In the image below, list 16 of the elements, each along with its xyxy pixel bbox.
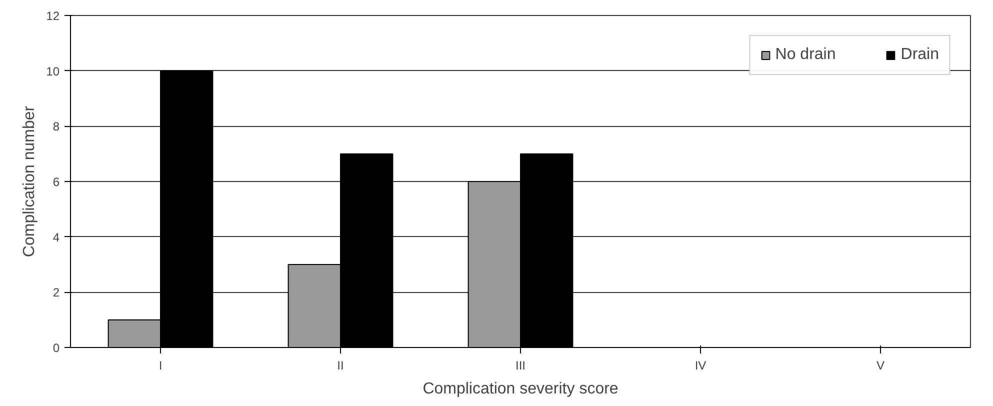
y-axis-title: Complication number [21, 105, 38, 258]
legend-label: Drain [900, 46, 939, 64]
y-tick-label: 8 [52, 120, 60, 134]
y-tick-label: 12 [46, 9, 60, 23]
x-tick-label: III [516, 358, 526, 372]
x-tick-label: II [337, 358, 344, 372]
legend-label: No drain [775, 46, 836, 64]
y-tick-label: 10 [46, 64, 60, 78]
x-axis-title: Complication severity score [422, 380, 618, 398]
x-tick-label: I [158, 358, 162, 372]
y-tick-label: 4 [52, 230, 60, 244]
x-tick-label: V [876, 358, 885, 372]
y-tick-label: 0 [52, 341, 60, 355]
x-tick-label: IV [694, 358, 706, 372]
y-tick-label: 6 [52, 175, 60, 189]
y-tick-label: 2 [52, 286, 60, 300]
